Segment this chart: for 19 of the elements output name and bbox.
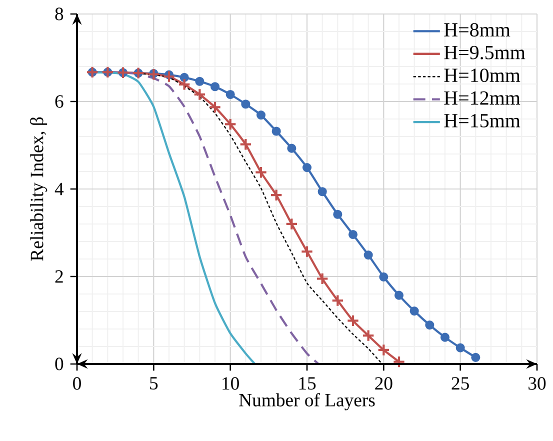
x-tick-label: 10 [222, 377, 239, 390]
x-tick-label: 30 [528, 377, 546, 390]
legend-label: H=9.5mm [444, 46, 526, 60]
y-tick-label: 8 [55, 8, 64, 20]
legend-label: H=15mm [444, 114, 520, 128]
x-tick-label: 20 [375, 377, 392, 390]
y-tick-label: 2 [55, 270, 63, 283]
legend-label: H=8mm [444, 23, 510, 37]
x-axis-title: Number of Layers [239, 393, 375, 410]
legend-label: H=12mm [444, 91, 520, 105]
x-tick-label: 0 [73, 377, 81, 390]
y-tick-label: 4 [54, 182, 64, 196]
legend-label: H=10mm [444, 68, 520, 82]
x-tick-label: 25 [452, 377, 469, 390]
x-tick-label: 15 [299, 377, 316, 390]
y-axis-title: Reliability Index, β [30, 117, 48, 261]
y-tick-label: 6 [55, 95, 64, 108]
y-tick-label: 0 [55, 358, 64, 370]
x-tick-label: 5 [150, 377, 158, 390]
